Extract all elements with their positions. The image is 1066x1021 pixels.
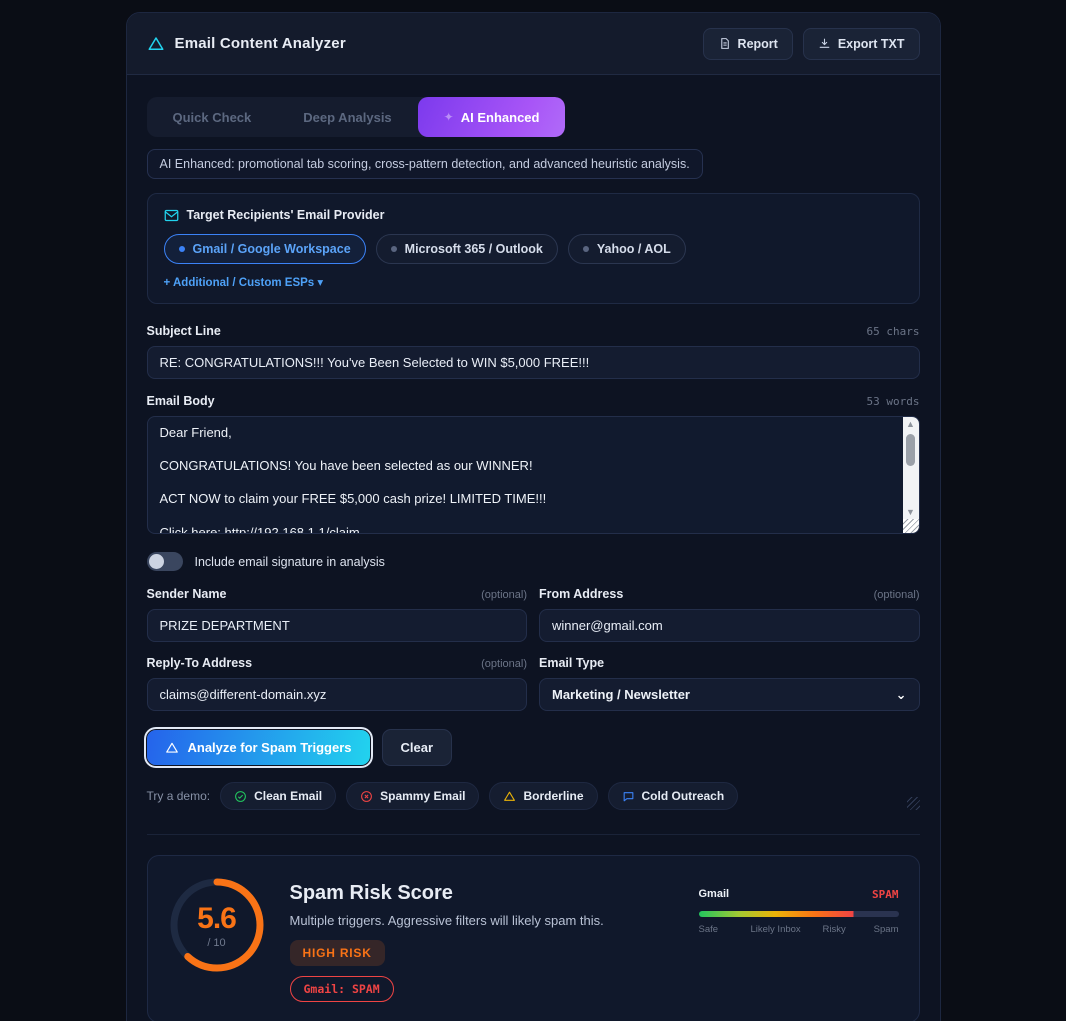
scrollbar-thumb[interactable] <box>906 434 915 466</box>
analyze-button[interactable]: Analyze for Spam Triggers <box>146 730 370 765</box>
chip-dot-icon <box>582 246 589 252</box>
provider-chip-gmail[interactable]: Gmail / Google Workspace <box>163 234 366 264</box>
signature-toggle[interactable] <box>146 552 183 571</box>
prism-triangle-icon <box>165 741 179 755</box>
score-value: 5.6 <box>197 901 237 935</box>
sender-name-label: Sender Name <box>146 587 227 601</box>
score-denominator: / 10 <box>207 936 226 949</box>
analysis-mode-tabs: Quick Check Deep Analysis ✦ AI Enhanced <box>146 97 566 137</box>
subject-label: Subject Line <box>146 324 221 338</box>
spam-risk-score-card: 5.6 / 10 Spam Risk Score Multiple trigge… <box>146 855 920 1021</box>
email-type-value: Marketing / Newsletter <box>552 687 690 702</box>
demo-row-label: Try a demo: <box>146 789 211 803</box>
email-body-input[interactable]: Dear Friend, CONGRATULATIONS! You have b… <box>146 416 920 534</box>
toggle-knob <box>148 554 164 569</box>
textarea-resize-handle[interactable] <box>902 519 919 533</box>
export-button-label: Export TXT <box>837 36 905 51</box>
section-resize-handle[interactable] <box>906 797 920 810</box>
results-section: 5.6 / 10 Spam Risk Score Multiple trigge… <box>146 834 920 1021</box>
sender-name-input[interactable] <box>146 609 527 642</box>
chevron-down-icon: ⌄ <box>895 686 907 702</box>
report-button[interactable]: Report <box>702 27 793 60</box>
meter-tick-likely-inbox: Likely Inbox <box>750 924 801 935</box>
signature-toggle-label: Include email signature in analysis <box>194 554 385 569</box>
demo-clean-email[interactable]: Clean Email <box>220 782 337 810</box>
demo-cold-outreach[interactable]: Cold Outreach <box>607 782 739 810</box>
score-gauge: 5.6 / 10 <box>168 876 266 974</box>
scroll-down-icon[interactable]: ▼ <box>906 507 915 517</box>
email-analyzer-panel: Email Content Analyzer Report Export TXT… <box>125 12 941 1021</box>
from-address-label: From Address <box>539 587 624 601</box>
meter-verdict-label: SPAM <box>872 888 899 901</box>
risk-level-badge: HIGH RISK <box>289 940 385 966</box>
meter-tick-spam: Spam <box>873 924 899 935</box>
risk-gradient-bar <box>698 911 899 917</box>
app-header: Email Content Analyzer Report Export TXT <box>126 13 940 75</box>
reply-to-label: Reply-To Address <box>146 656 253 670</box>
document-icon <box>718 37 731 50</box>
email-type-select[interactable]: Marketing / Newsletter ⌄ <box>539 678 920 711</box>
optional-hint: (optional) <box>481 589 527 601</box>
meter-esp-label: Gmail <box>698 888 730 900</box>
tab-ai-enhanced[interactable]: ✦ AI Enhanced <box>417 97 566 137</box>
body-scrollbar[interactable]: ▲ ▼ <box>902 417 919 519</box>
clear-button[interactable]: Clear <box>381 729 453 766</box>
chat-bubble-icon <box>622 790 635 803</box>
page-title: Email Content Analyzer <box>174 35 346 52</box>
analyze-button-label: Analyze for Spam Triggers <box>187 740 352 755</box>
email-type-label: Email Type <box>539 656 605 670</box>
check-circle-icon <box>234 790 247 803</box>
additional-esps-link[interactable]: + Additional / Custom ESPs ▾ <box>163 277 324 289</box>
chip-dot-icon <box>178 246 185 252</box>
email-provider-card: Target Recipients' Email Provider Gmail … <box>146 193 920 304</box>
prism-triangle-icon <box>147 35 165 53</box>
demo-spammy-email[interactable]: Spammy Email <box>346 782 480 810</box>
subject-char-counter: 65 chars <box>866 325 920 338</box>
score-title: Spam Risk Score <box>289 882 453 904</box>
meter-tick-safe: Safe <box>698 924 719 935</box>
tab-deep-analysis[interactable]: Deep Analysis <box>303 109 392 125</box>
report-button-label: Report <box>737 36 778 51</box>
x-circle-icon <box>360 790 373 803</box>
esp-verdict-badge: Gmail: SPAM <box>289 976 394 1002</box>
scroll-up-icon[interactable]: ▲ <box>906 419 915 429</box>
export-txt-button[interactable]: Export TXT <box>802 27 920 60</box>
gmail-risk-meter: Gmail SPAM Safe Likely Inbox Risky Spam <box>698 876 899 1002</box>
sparkle-icon: ✦ <box>443 110 454 124</box>
demo-borderline[interactable]: Borderline <box>489 782 598 810</box>
meter-tick-risky: Risky <box>822 924 846 935</box>
body-word-counter: 53 words <box>866 395 920 408</box>
reply-to-input[interactable] <box>146 678 527 711</box>
chip-dot-icon <box>390 246 397 252</box>
provider-chip-yahoo[interactable]: Yahoo / AOL <box>567 234 686 264</box>
envelope-icon <box>164 209 179 222</box>
from-address-input[interactable] <box>539 609 920 642</box>
download-icon <box>818 37 831 50</box>
provider-chip-microsoft[interactable]: Microsoft 365 / Outlook <box>375 234 558 264</box>
provider-section-title: Target Recipients' Email Provider <box>186 208 385 222</box>
optional-hint: (optional) <box>873 589 920 601</box>
email-body-label: Email Body <box>146 394 215 408</box>
mode-info-banner: AI Enhanced: promotional tab scoring, cr… <box>146 149 703 179</box>
tab-quick-check[interactable]: Quick Check <box>172 109 252 125</box>
warning-triangle-icon <box>503 790 516 803</box>
subject-input[interactable] <box>146 346 920 379</box>
optional-hint: (optional) <box>481 658 527 670</box>
score-summary: Multiple triggers. Aggressive filters wi… <box>289 913 604 928</box>
